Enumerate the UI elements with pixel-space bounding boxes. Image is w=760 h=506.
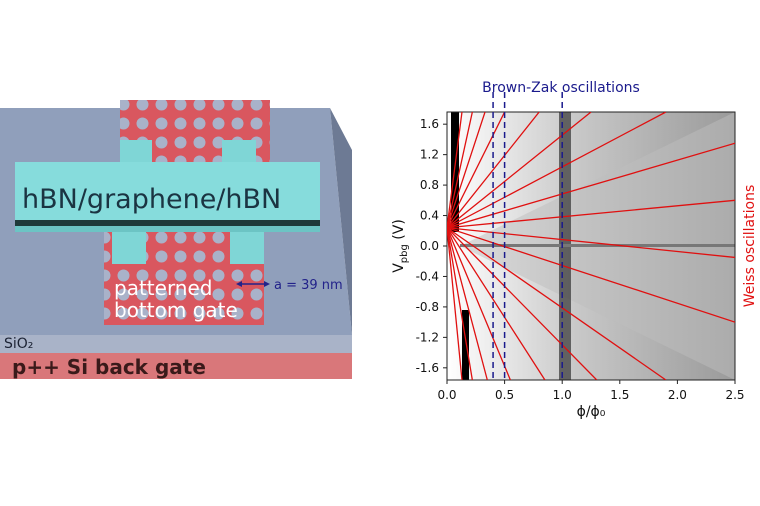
weiss-line — [447, 112, 473, 228]
y-tick-label: 1.2 — [420, 148, 439, 162]
oxide-front — [0, 335, 352, 353]
y-tick-label: 0.0 — [420, 239, 439, 253]
x-tick-label: 0.0 — [437, 388, 456, 402]
weiss-line — [447, 112, 540, 229]
weiss-line — [447, 227, 463, 380]
weiss-line — [447, 112, 506, 229]
weiss-line — [447, 112, 592, 229]
weiss-line — [447, 112, 667, 229]
weiss-line — [447, 112, 463, 228]
weiss-line — [447, 142, 735, 229]
x-tick-label: 2.5 — [725, 388, 744, 402]
device-schematic: hBN/graphene/hBN a = 39 nm patterned bot… — [0, 100, 352, 379]
x-axis-label: ϕ/ϕ₀ — [577, 404, 606, 420]
hbn-stack — [15, 162, 320, 220]
weiss-line — [447, 227, 735, 259]
contact-tab — [230, 228, 264, 264]
weiss-line — [447, 227, 473, 380]
arrow-head — [236, 281, 242, 287]
chart: Brown-Zak oscillations Weiss oscillation… — [391, 80, 758, 420]
weiss-line — [447, 227, 735, 323]
map-feature — [460, 244, 735, 247]
y-tick-label: -1.2 — [416, 330, 439, 344]
right-annotation: Weiss oscillations — [742, 185, 758, 307]
graphene-edge — [15, 220, 320, 226]
y-tick-label: 0.8 — [420, 178, 439, 192]
map-feature — [462, 310, 469, 380]
y-axis-label: Vpbg (V) — [391, 219, 410, 273]
y-tick-label: 0.4 — [420, 209, 439, 223]
x-tick-label: 1.5 — [610, 388, 629, 402]
x-tick-label: 0.5 — [495, 388, 514, 402]
x-tick-label: 2.0 — [668, 388, 687, 402]
weiss-line — [447, 227, 546, 380]
map-feature — [451, 112, 459, 232]
y-tick-label: 1.6 — [420, 117, 439, 131]
weiss-line — [447, 227, 598, 380]
weiss-line — [447, 199, 735, 229]
stack-label: hBN/graphene/hBN — [22, 184, 281, 215]
y-label-main: V — [391, 263, 407, 273]
period-label: a = 39 nm — [274, 278, 343, 293]
weiss-line — [447, 112, 486, 228]
y-label-sub: pbg — [399, 244, 410, 263]
top-annotation: Brown-Zak oscillations — [482, 80, 640, 96]
y-tick-label: -0.8 — [416, 300, 439, 314]
marks — [447, 112, 735, 380]
arrow-head — [264, 281, 270, 287]
back-gate-label: p++ Si back gate — [12, 355, 206, 379]
y-tick-label: -0.4 — [416, 269, 439, 283]
contact-tab — [112, 228, 146, 264]
gate-label: patterned — [114, 276, 213, 300]
oxide-side — [330, 108, 352, 378]
weiss-line — [447, 227, 488, 380]
x-tick-label: 1.0 — [553, 388, 572, 402]
si-front — [0, 353, 352, 379]
oxide-label: SiO₂ — [4, 336, 33, 352]
y-tick-label: -1.6 — [416, 361, 439, 375]
hbn-bottom — [15, 226, 320, 232]
weiss-line — [447, 227, 511, 380]
gate-label: bottom gate — [114, 298, 238, 322]
weiss-line — [447, 227, 667, 380]
y-label-unit: (V) — [391, 219, 407, 244]
